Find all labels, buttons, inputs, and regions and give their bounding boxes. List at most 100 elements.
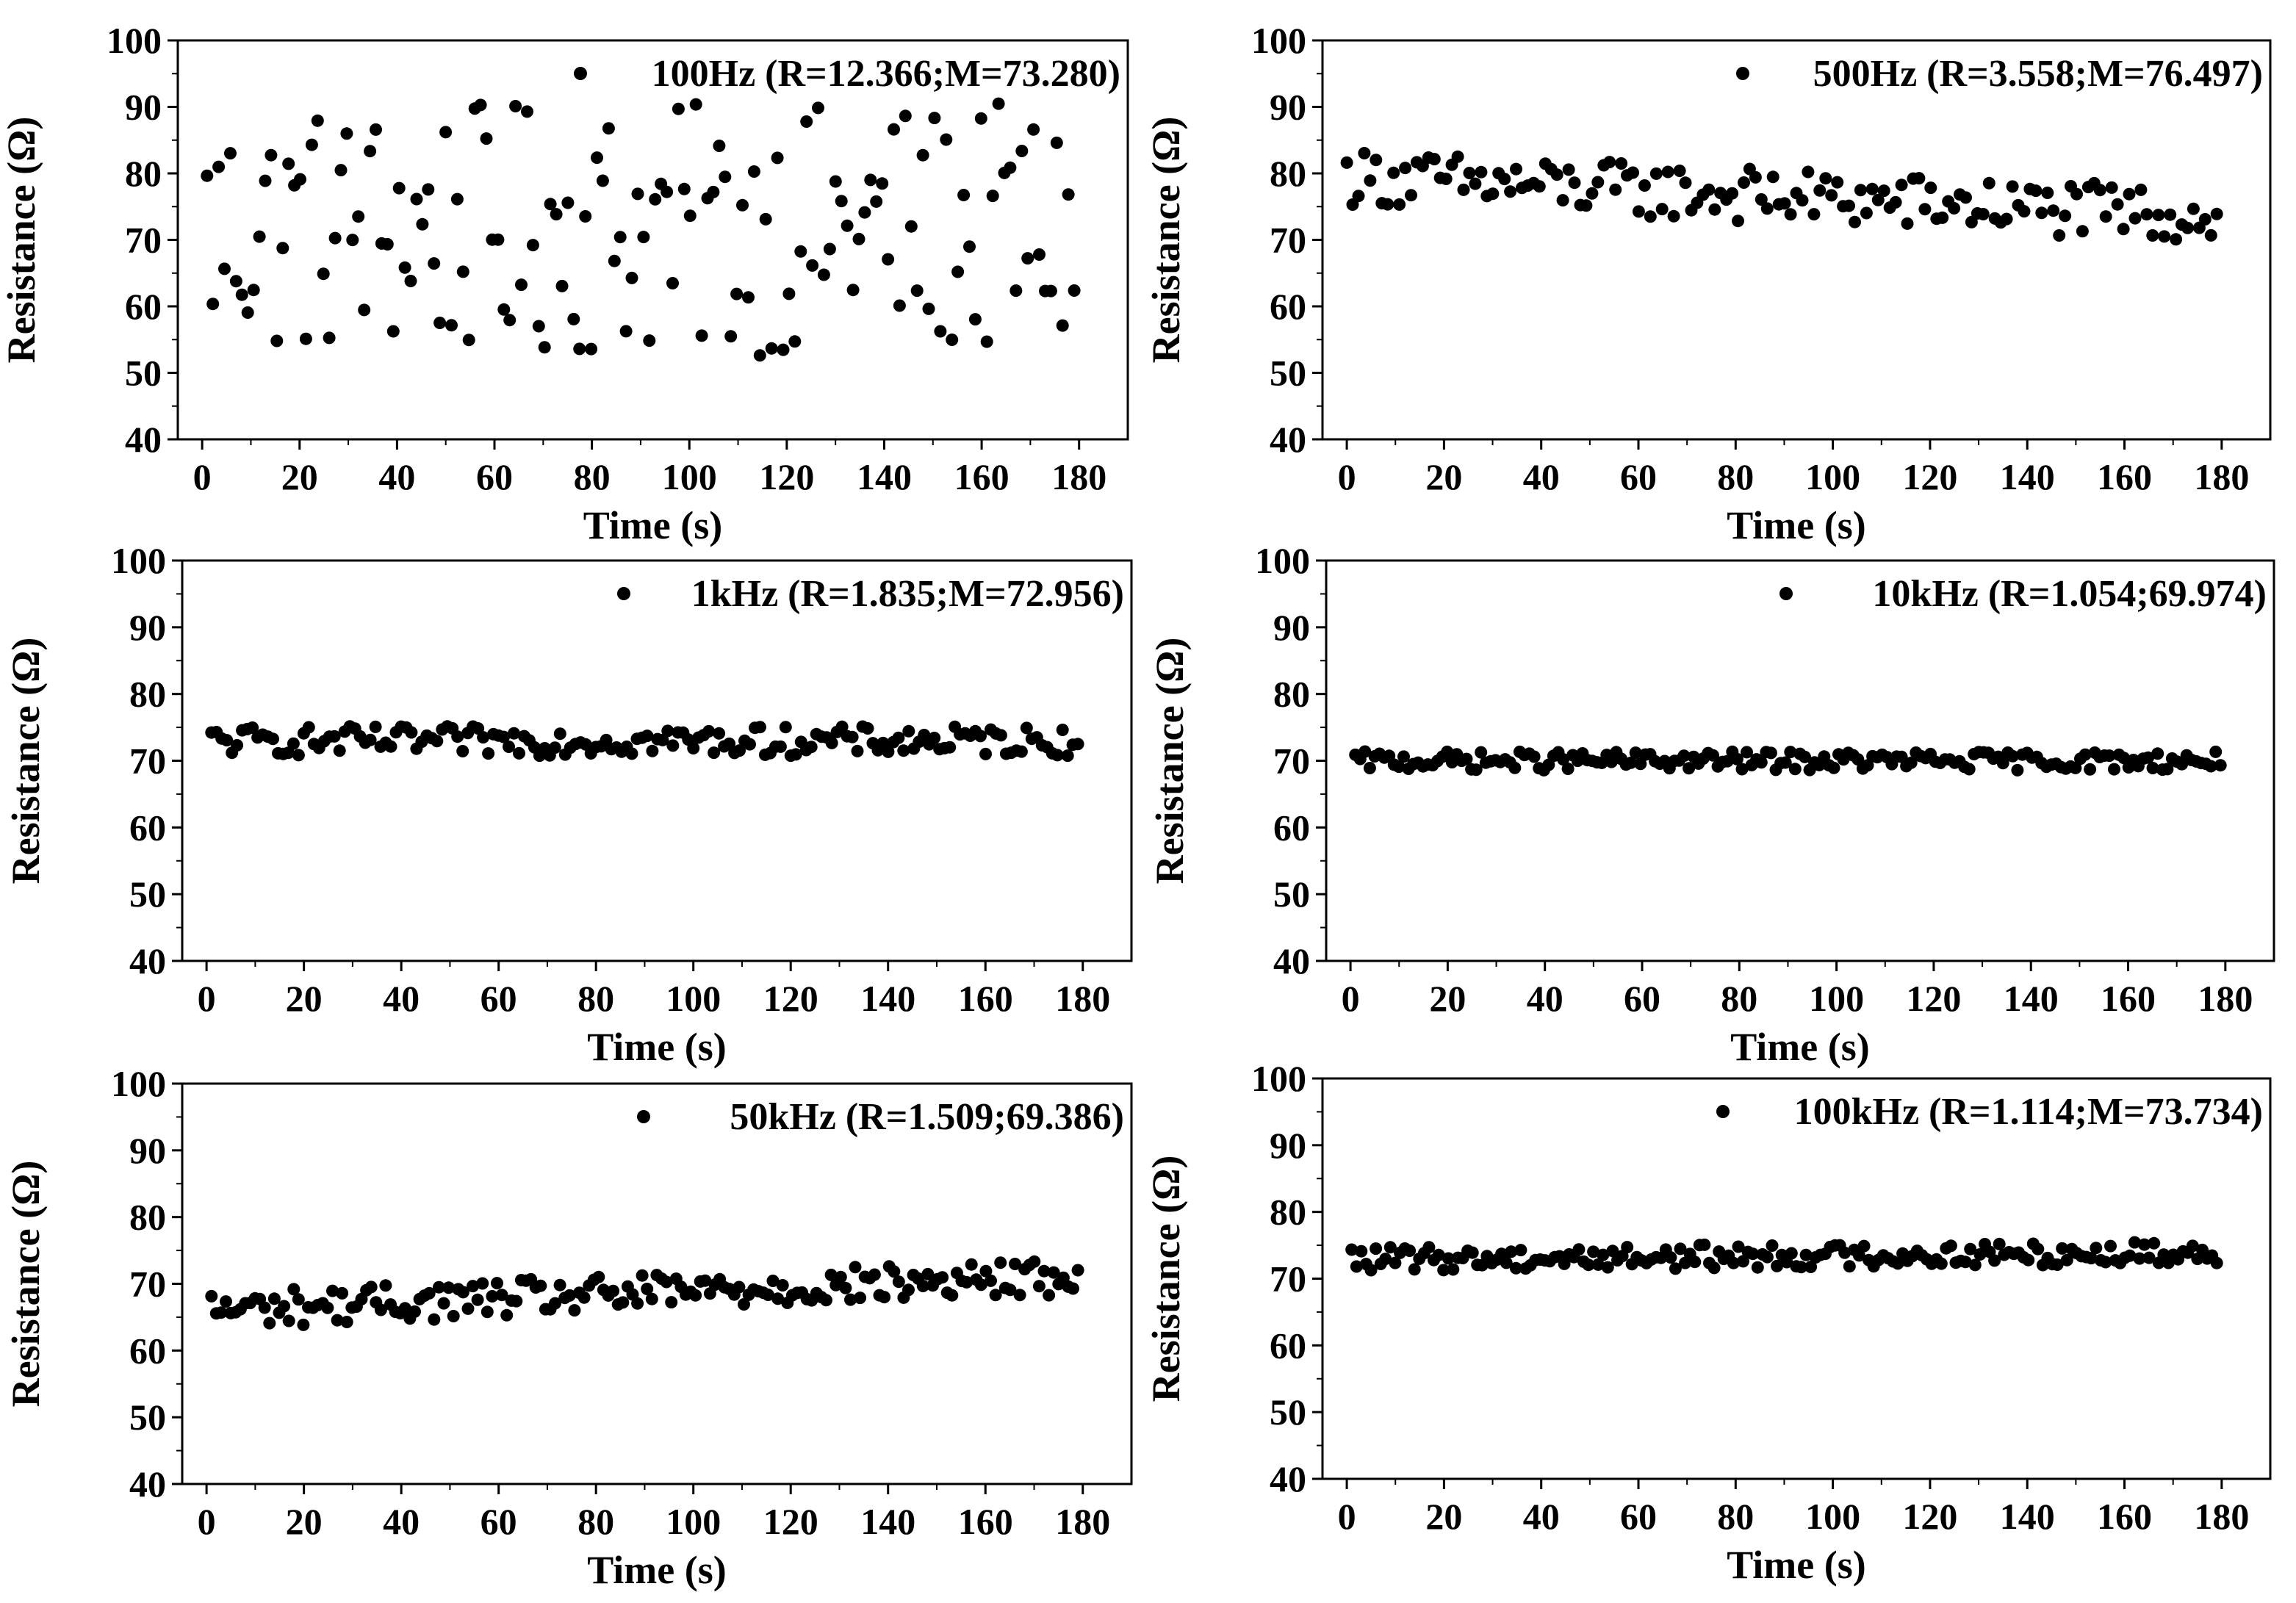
data-point [641, 730, 654, 743]
data-point [761, 1289, 774, 1301]
data-point [398, 261, 411, 274]
data-point [1849, 215, 1861, 228]
data-point [1959, 1256, 1972, 1269]
data-point [1632, 205, 1645, 218]
data-point [2011, 763, 2024, 777]
chart-panel-2: 0 20 40 60 80 100 120 140 160 180 40 50 60 70 80 90 100 T… [1144, 20, 2272, 547]
data-point [951, 265, 965, 278]
data-point [480, 132, 493, 145]
data-point [771, 151, 784, 165]
y-tick-label: 60 [1273, 807, 1310, 848]
data-point [2006, 749, 2019, 763]
data-point [1755, 756, 1768, 769]
data-point [892, 731, 905, 744]
data-point [744, 738, 756, 751]
x-tick-label: 20 [1429, 978, 1466, 1019]
data-point [812, 101, 824, 115]
data-point [824, 1268, 838, 1281]
data-point [370, 123, 382, 136]
data-point [229, 275, 242, 288]
data-point [1673, 165, 1686, 177]
data-point [766, 1275, 780, 1287]
x-tick-label: 0 [198, 978, 216, 1019]
data-point [600, 733, 613, 746]
data-point [1721, 754, 1734, 768]
y-tick-label: 40 [1270, 1458, 1306, 1499]
data-point [1363, 762, 1376, 774]
x-tick-label: 0 [1338, 1496, 1356, 1537]
data-point [1852, 1249, 1865, 1262]
data-point [553, 1278, 566, 1292]
data-point [960, 1275, 974, 1289]
data-point [1918, 203, 1932, 216]
data-point [1015, 145, 1029, 157]
data-point [2117, 752, 2131, 765]
data-point [1851, 753, 1865, 766]
data-point [902, 724, 915, 738]
data-point [317, 267, 330, 281]
data-point [1889, 195, 1902, 209]
y-tick-label: 40 [125, 419, 162, 460]
data-point [467, 1280, 479, 1293]
data-point [270, 334, 284, 347]
data-point [683, 209, 697, 223]
data-point [794, 245, 807, 258]
data-point [882, 253, 895, 266]
data-point [974, 730, 987, 743]
data-point [1504, 185, 1517, 198]
data-point [1601, 1261, 1614, 1274]
data-point [936, 1271, 949, 1284]
data-point [550, 208, 563, 221]
y-tick-label: 50 [1270, 1391, 1306, 1433]
data-point [297, 1318, 310, 1331]
chart-panel-3: 0 20 40 60 80 100 120 140 160 180 40 50 60 70 80 90 100 T… [4, 540, 1133, 1069]
data-point [461, 1302, 475, 1315]
data-point [1944, 1239, 1957, 1253]
data-point [922, 302, 935, 315]
data-point [602, 122, 615, 135]
y-tick-label: 90 [1270, 1125, 1306, 1166]
data-point [1044, 284, 1057, 298]
data-point [2123, 187, 2136, 201]
data-point [1755, 193, 1768, 206]
data-point [220, 734, 234, 747]
data-point [980, 335, 993, 348]
data-point [456, 265, 469, 278]
x-tick-label: 120 [763, 978, 818, 1019]
data-point [2053, 229, 2066, 242]
data-point [258, 1301, 271, 1314]
data-point [451, 730, 464, 743]
data-point [1364, 174, 1377, 187]
x-tick-label: 40 [1527, 978, 1563, 1019]
x-tick-label: 120 [759, 456, 814, 497]
data-point [1004, 1283, 1017, 1297]
data-point [1877, 184, 1890, 198]
data-point [218, 262, 231, 275]
data-point [1550, 168, 1563, 181]
legend-label: 50kHz (R=1.509;69.386) [730, 1096, 1124, 1138]
data-point [1779, 756, 1792, 769]
legend-marker [1716, 1105, 1730, 1118]
data-point [299, 332, 312, 345]
data-point [596, 174, 609, 187]
data-point [1037, 1264, 1051, 1278]
data-point [1778, 197, 1791, 210]
data-point [1364, 1264, 1378, 1277]
data-point [1679, 176, 1692, 190]
data-point [699, 1274, 712, 1287]
data-point [1009, 1258, 1021, 1270]
data-point [1804, 1261, 1818, 1273]
data-point [805, 741, 818, 754]
x-tick-label: 140 [857, 456, 912, 497]
data-point [1071, 738, 1084, 751]
data-point [910, 284, 924, 298]
x-tick-label: 80 [577, 1501, 614, 1542]
data-point [2187, 202, 2200, 215]
data-point [666, 277, 679, 289]
data-point [689, 98, 702, 111]
data-point [422, 183, 435, 196]
data-point [428, 257, 441, 270]
data-point [206, 298, 220, 311]
data-point [379, 1279, 392, 1292]
data-point [563, 1289, 576, 1302]
